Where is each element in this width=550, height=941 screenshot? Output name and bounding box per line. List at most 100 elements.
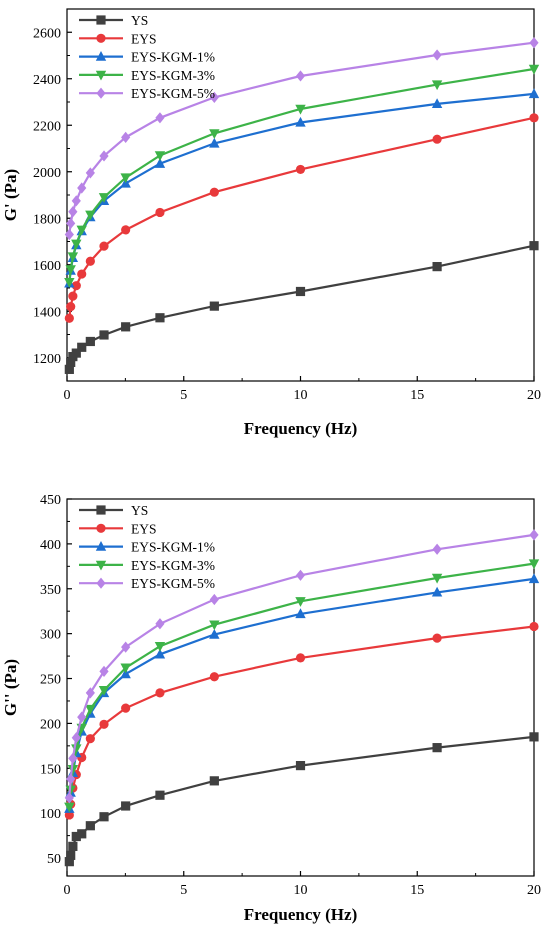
chart-1: 0 5 10 15 20 1200 1400 1600 1800 2000 2200 2400 2600…	[1, 8, 541, 438]
data-point	[295, 608, 306, 619]
data-point	[85, 704, 96, 715]
data-point	[64, 792, 74, 804]
data-point	[64, 277, 75, 288]
data-point	[295, 760, 306, 771]
data-point	[77, 342, 87, 352]
data-point	[529, 113, 539, 123]
data-point	[71, 348, 81, 358]
data-point	[99, 150, 109, 162]
data-point	[295, 597, 306, 607]
data-point	[85, 687, 95, 699]
data-point	[98, 685, 110, 696]
series-EYS-KGM-3%	[64, 64, 540, 288]
data-point	[68, 752, 78, 765]
x-axis-title: Frequency (Hz)	[244, 419, 357, 438]
legend-marker	[96, 577, 106, 589]
data-point	[64, 802, 75, 813]
data-point	[85, 734, 95, 744]
y-axis-title: G'' (Pa)	[1, 659, 20, 716]
data-point	[66, 773, 76, 785]
data-point	[295, 164, 306, 175]
data-point	[121, 641, 131, 653]
y-tick-label: 1600	[33, 259, 61, 274]
y-tick-label: 300	[40, 628, 61, 643]
y-tick-label: 1400	[33, 305, 61, 320]
data-point	[432, 633, 442, 643]
data-point	[209, 672, 219, 682]
legend: YS EYS EYS-KGM-1% EYS-KGM-3% EYS-KGM-5%	[79, 13, 215, 101]
data-point	[432, 262, 442, 272]
data-point	[85, 336, 95, 347]
legend-label: YS	[131, 13, 148, 28]
y-tick-label: 350	[40, 583, 61, 598]
data-point	[99, 241, 109, 251]
data-point	[77, 829, 87, 839]
data-point	[71, 732, 81, 744]
x-tick-label: 20	[527, 388, 541, 403]
x-tick-label: 20	[527, 883, 541, 898]
data-point	[85, 210, 96, 221]
data-point	[77, 182, 87, 194]
y-tick-label: 100	[40, 807, 61, 822]
data-point	[85, 821, 95, 831]
series-EYS	[64, 113, 539, 323]
data-point	[209, 776, 219, 786]
data-point	[529, 37, 539, 49]
y-tick-label: 1800	[33, 212, 61, 227]
data-point	[64, 857, 74, 867]
data-point	[66, 302, 76, 312]
data-point	[121, 131, 131, 143]
data-point	[99, 665, 109, 677]
data-point	[432, 134, 442, 144]
data-point	[528, 559, 540, 570]
series-EYS-KGM-5%	[64, 37, 539, 241]
legend-label: EYS	[131, 521, 157, 536]
data-point	[154, 642, 166, 652]
legend-marker	[95, 70, 107, 81]
y-tick-label: 2200	[33, 119, 61, 134]
data-point	[85, 167, 95, 179]
data-point	[64, 228, 74, 241]
data-point	[155, 112, 165, 124]
x-tick-label: 15	[410, 388, 424, 403]
data-point	[71, 281, 81, 291]
data-point	[67, 764, 79, 775]
data-point	[209, 301, 219, 311]
data-point	[209, 620, 220, 631]
legend-label: EYS-KGM-1%	[131, 50, 215, 65]
data-point	[121, 703, 131, 713]
data-point	[529, 732, 539, 742]
legend-label: EYS-KGM-1%	[131, 540, 215, 555]
legend-label: YS	[131, 503, 148, 518]
y-tick-label: 1200	[33, 352, 61, 367]
y-tick-label: 2400	[33, 73, 61, 88]
x-tick-label: 5	[180, 883, 187, 898]
data-point	[431, 573, 443, 584]
y-tick-label: 200	[40, 717, 61, 732]
data-point	[209, 129, 220, 139]
legend-marker	[96, 523, 106, 533]
data-point	[528, 573, 540, 584]
data-point	[99, 719, 109, 729]
data-point	[295, 104, 306, 115]
x-tick-label: 0	[64, 388, 71, 403]
data-point	[66, 850, 76, 860]
data-point	[209, 91, 219, 103]
data-point	[431, 98, 443, 109]
series-YS	[64, 732, 539, 867]
chart-2: 0 5 10 15 20 50 100 150 200 250 300 350 400 450 Freque…	[1, 493, 541, 924]
data-point	[65, 265, 76, 275]
legend-label: EYS-KGM-3%	[131, 558, 215, 573]
x-tick-label: 10	[294, 388, 308, 403]
data-point	[431, 80, 443, 91]
data-point	[529, 529, 539, 541]
legend-label: EYS-KGM-3%	[131, 68, 215, 83]
data-point	[155, 618, 165, 630]
data-point	[154, 648, 166, 659]
series-YS	[64, 241, 539, 374]
data-point	[64, 313, 74, 323]
data-point	[120, 173, 131, 184]
data-point	[71, 195, 81, 207]
data-point	[295, 286, 306, 297]
